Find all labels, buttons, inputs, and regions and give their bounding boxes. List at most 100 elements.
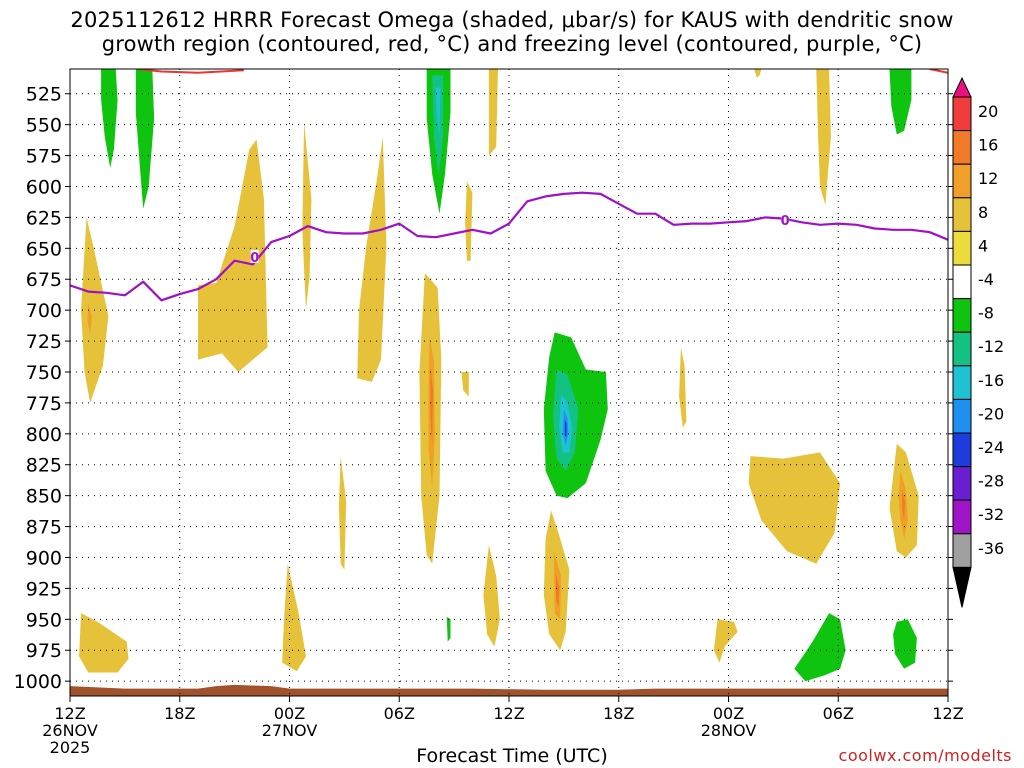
- dgz-contour-line: [929, 69, 948, 74]
- y-tick-label: 850: [26, 486, 62, 508]
- colorbar-segment: [952, 197, 972, 232]
- y-tick-label: 700: [26, 300, 62, 322]
- colorbar-label: 8: [978, 203, 988, 222]
- omega-region-pos-d: [357, 137, 387, 382]
- chart-title-line2: growth region (contoured, red, °C) and f…: [101, 32, 923, 56]
- colorbar-label: -8: [978, 304, 994, 323]
- colorbar-segment: [952, 264, 972, 300]
- colorbar-segment: [952, 466, 972, 501]
- colorbar-label: -24: [978, 438, 1004, 457]
- omega-region-pos-k: [483, 545, 500, 647]
- omega-region-neg-c-core2: [435, 87, 441, 137]
- colorbar-segment: [952, 432, 972, 468]
- y-tick-label: 750: [26, 362, 62, 384]
- y-tick-label: 675: [26, 269, 62, 291]
- x-tick-label: 18Z: [603, 704, 634, 723]
- x-tick-label: 12Z: [54, 704, 85, 723]
- freezing-level-label: 0: [781, 214, 790, 229]
- colorbar-label: 12: [978, 169, 998, 188]
- omega-region-pos-o-core2: [902, 489, 905, 521]
- x-tick-label: 12Z: [932, 704, 963, 723]
- colorbar-segment: [952, 230, 972, 266]
- colorbar-segment: [952, 130, 972, 165]
- colorbar-label: -32: [978, 505, 1004, 524]
- colorbar-segment: [952, 533, 972, 568]
- omega-region-pos-e-core2: [430, 365, 434, 447]
- omega-region-pos-r: [754, 69, 762, 78]
- colorbar-label: -16: [978, 371, 1004, 390]
- terrain-strip: [70, 684, 948, 696]
- omega-region-neg-e-4: [564, 419, 567, 437]
- omega-region-pos-m: [679, 347, 687, 428]
- x-date-label: 26NOV: [42, 721, 98, 740]
- colorbar-bottom-arrow: [952, 566, 972, 608]
- y-tick-label: 725: [26, 331, 62, 353]
- colorbar-top-arrow: [952, 76, 972, 98]
- x-tick-label: 06Z: [384, 704, 415, 723]
- x-tick-label: 06Z: [823, 704, 854, 723]
- omega-region-pos-n: [748, 452, 841, 564]
- y-tick-label: 775: [26, 393, 62, 415]
- colorbar-segment: [952, 365, 972, 400]
- y-tick-label: 800: [26, 424, 62, 446]
- omega-region-pos-g: [488, 69, 498, 156]
- x-date-label: 28NOV: [701, 721, 757, 740]
- omega-region-neg-h: [893, 619, 917, 669]
- y-tick-label: 975: [26, 640, 62, 662]
- credit-link[interactable]: coolwx.com/modelts: [838, 746, 1012, 765]
- y-tick-label: 575: [26, 146, 62, 168]
- omega-region-pos-a-core: [87, 304, 92, 335]
- omega-region-neg-b: [135, 69, 155, 209]
- colorbar-label: -20: [978, 404, 1004, 423]
- x-tick-label: 00Z: [713, 704, 744, 723]
- x-tick-label: 18Z: [164, 704, 195, 723]
- colorbar-label: 4: [978, 236, 988, 255]
- contour-label-bg: [781, 212, 790, 226]
- y-tick-label: 600: [26, 176, 62, 198]
- x-date-label: 27NOV: [262, 721, 318, 740]
- colorbar-segment: [952, 499, 972, 535]
- omega-region-neg-g: [794, 613, 846, 682]
- omega-region-neg-d: [889, 69, 912, 135]
- colorbar-segment: [952, 331, 972, 367]
- colorbar-segment: [952, 96, 972, 132]
- omega-region-pos-q: [816, 69, 831, 205]
- y-tick-label: 825: [26, 455, 62, 477]
- y-tick-label: 525: [26, 84, 62, 106]
- x-year-label: 2025: [50, 738, 91, 757]
- y-tick-label: 550: [26, 115, 62, 137]
- x-axis-label: Forecast Time (UTC): [416, 745, 608, 767]
- freezing-level-label: 0: [250, 251, 259, 266]
- colorbar-segment: [952, 398, 972, 434]
- omega-region-neg-f: [446, 616, 451, 642]
- omega-region-pos-f: [465, 181, 473, 261]
- colorbar-label: -36: [978, 539, 1004, 558]
- omega-region-pos-j: [79, 613, 129, 673]
- dgz-contour-line: [137, 69, 244, 74]
- omega-region-pos-b: [198, 139, 268, 372]
- y-tick-label: 900: [26, 547, 62, 569]
- omega-region-pos-l-core2: [555, 572, 560, 607]
- x-tick-label: 00Z: [274, 704, 305, 723]
- x-tick-label: 12Z: [493, 704, 524, 723]
- colorbar-label: 16: [978, 136, 998, 155]
- y-tick-label: 950: [26, 609, 62, 631]
- colorbar-label: -12: [978, 337, 1004, 356]
- colorbar-label: 20: [978, 102, 998, 121]
- freezing-level-line: [70, 191, 948, 302]
- omega-region-neg-a: [101, 69, 118, 168]
- colorbar-label: -4: [978, 270, 994, 289]
- omega-region-pos-h: [338, 456, 347, 570]
- y-tick-label: 650: [26, 238, 62, 260]
- colorbar-label: -28: [978, 472, 1004, 491]
- contour-label-bg: [250, 249, 259, 263]
- omega-region-pos-i: [282, 563, 306, 672]
- y-tick-label: 875: [26, 517, 62, 539]
- y-tick-label: 625: [26, 207, 62, 229]
- omega-region-pos-c: [302, 122, 312, 311]
- plot-frame: [69, 68, 949, 697]
- y-tick-label: 925: [26, 578, 62, 600]
- omega-region-neg-c-core: [432, 75, 444, 177]
- chart-title-line1: 2025112612 HRRR Forecast Omega (shaded, …: [70, 8, 954, 32]
- omega-region-pos-s: [461, 372, 469, 397]
